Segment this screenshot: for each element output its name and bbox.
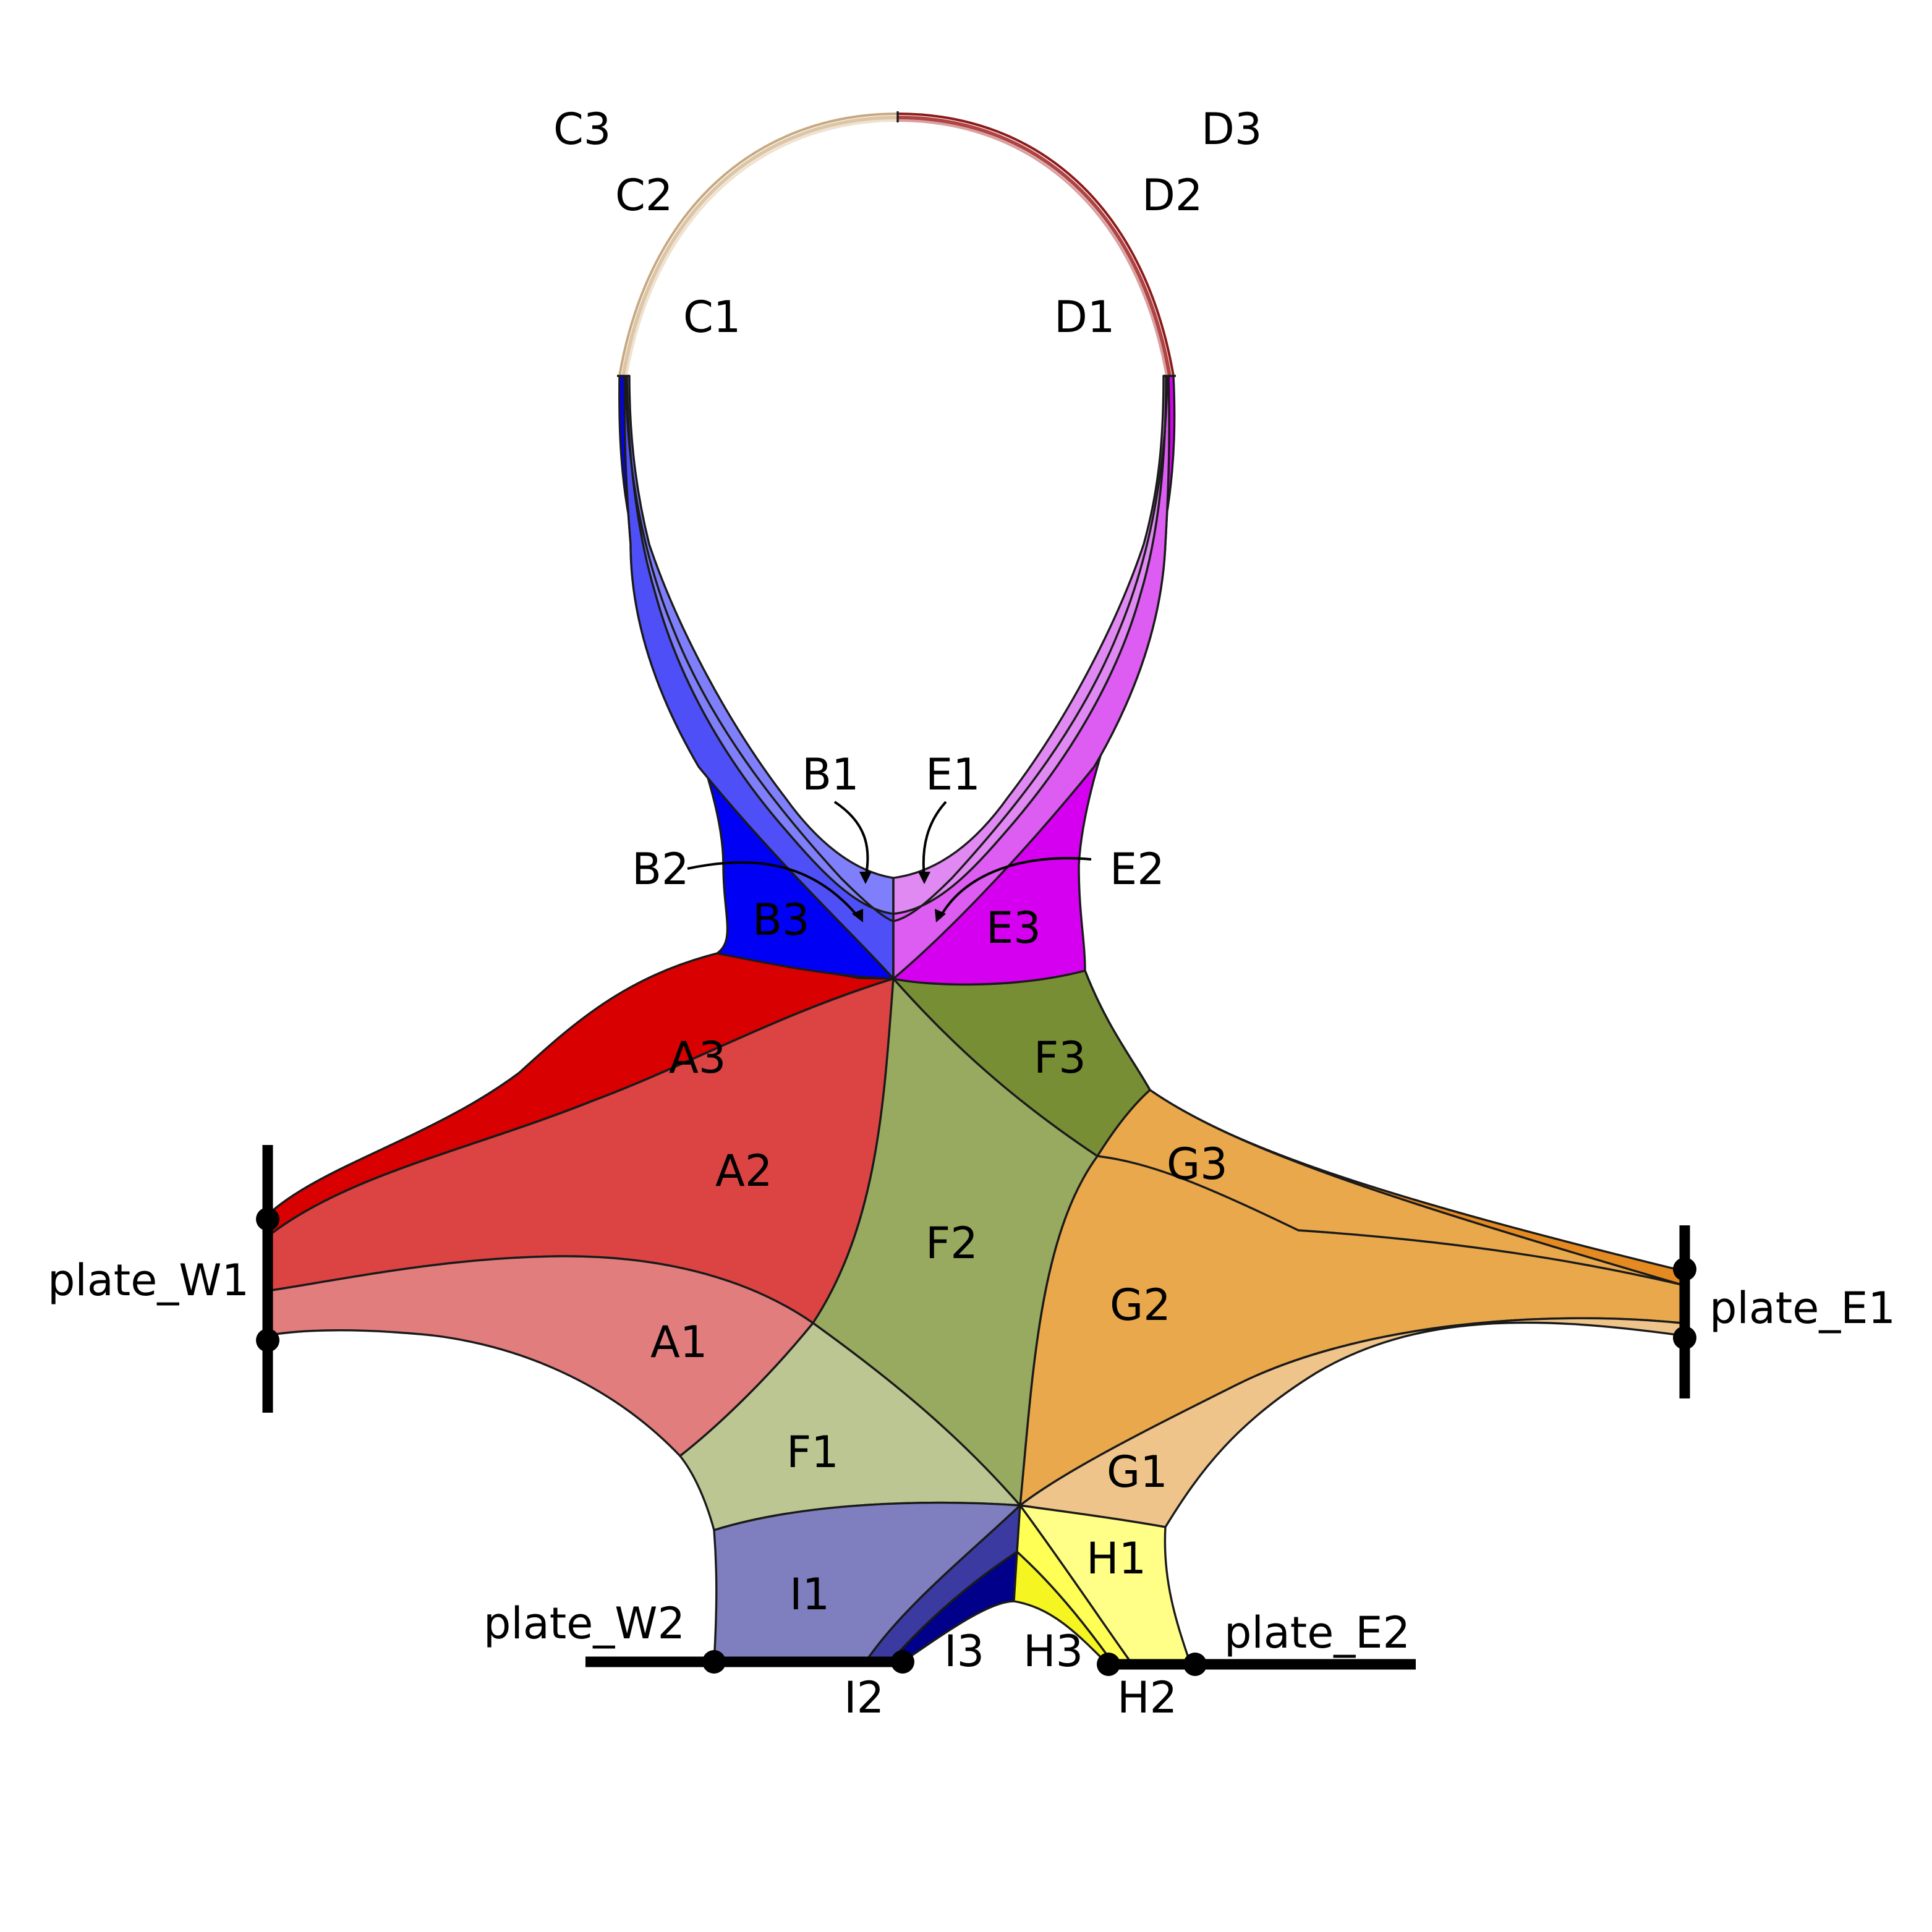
label-plate-W2: plate_W2 bbox=[483, 1598, 685, 1649]
rim-C1 bbox=[625, 119, 898, 377]
label-F2: F2 bbox=[926, 1218, 978, 1269]
rim-D2 bbox=[897, 116, 1172, 377]
arrow-B2-head bbox=[852, 909, 863, 922]
label-C1: C1 bbox=[683, 292, 741, 343]
label-G3: G3 bbox=[1167, 1139, 1228, 1189]
stem-seam-right bbox=[893, 375, 1168, 922]
label-H2: H2 bbox=[1117, 1672, 1177, 1723]
label-plate-W1: plate_W1 bbox=[48, 1255, 249, 1306]
label-B1: B1 bbox=[802, 749, 859, 800]
arrow-E2 bbox=[938, 857, 1092, 919]
arrow-B2 bbox=[687, 861, 861, 919]
label-F1: F1 bbox=[786, 1427, 839, 1478]
label-G2: G2 bbox=[1110, 1280, 1171, 1330]
label-A3: A3 bbox=[669, 1032, 726, 1083]
seam-A-upper bbox=[266, 977, 894, 1238]
label-H1: H1 bbox=[1086, 1533, 1146, 1584]
plate-E1-node-top bbox=[1673, 1258, 1696, 1281]
label-I3: I3 bbox=[944, 1626, 984, 1677]
label-I1: I1 bbox=[789, 1569, 830, 1620]
label-C2: C2 bbox=[615, 170, 673, 221]
label-H3: H3 bbox=[1023, 1626, 1083, 1677]
plate-E2-node-left bbox=[1097, 1653, 1120, 1676]
label-G1: G1 bbox=[1107, 1447, 1168, 1497]
plate-W2-node-left bbox=[702, 1650, 726, 1674]
rim-D3 bbox=[897, 113, 1175, 377]
label-E1: E1 bbox=[926, 749, 981, 800]
region-G1 bbox=[1019, 1317, 1683, 1528]
arrow-E1-head bbox=[918, 872, 930, 884]
stem-seam-left bbox=[624, 375, 894, 922]
label-E3: E3 bbox=[986, 903, 1041, 953]
label-plate-E1: plate_E1 bbox=[1709, 1283, 1896, 1334]
plate-W2-node-right bbox=[891, 1650, 914, 1674]
rim-D1 bbox=[897, 119, 1168, 377]
label-E2: E2 bbox=[1110, 844, 1165, 895]
rim-C3 bbox=[618, 113, 898, 377]
plate-W1-node-top bbox=[256, 1207, 279, 1231]
label-D3: D3 bbox=[1201, 104, 1262, 155]
label-C3: C3 bbox=[553, 104, 611, 155]
label-A1: A1 bbox=[650, 1317, 707, 1368]
arrow-B1 bbox=[833, 801, 869, 879]
arrow-E1 bbox=[922, 801, 947, 879]
label-A2: A2 bbox=[715, 1146, 772, 1196]
label-B2: B2 bbox=[632, 844, 689, 895]
label-B3: B3 bbox=[752, 895, 810, 945]
label-plate-E2: plate_E2 bbox=[1224, 1607, 1410, 1658]
label-I2: I2 bbox=[844, 1672, 884, 1723]
label-F3: F3 bbox=[1034, 1032, 1086, 1083]
label-D1: D1 bbox=[1054, 292, 1115, 343]
arrow-B1-head bbox=[859, 872, 872, 884]
label-D2: D2 bbox=[1142, 170, 1202, 221]
arrow-E2-head bbox=[935, 909, 946, 922]
plate-E1-node-bottom bbox=[1673, 1326, 1696, 1350]
plate-E2-node-right bbox=[1183, 1653, 1207, 1676]
rim-C2 bbox=[621, 116, 898, 377]
seam-G-upper bbox=[1097, 1155, 1682, 1286]
plate-W1-node-bottom bbox=[256, 1329, 279, 1352]
